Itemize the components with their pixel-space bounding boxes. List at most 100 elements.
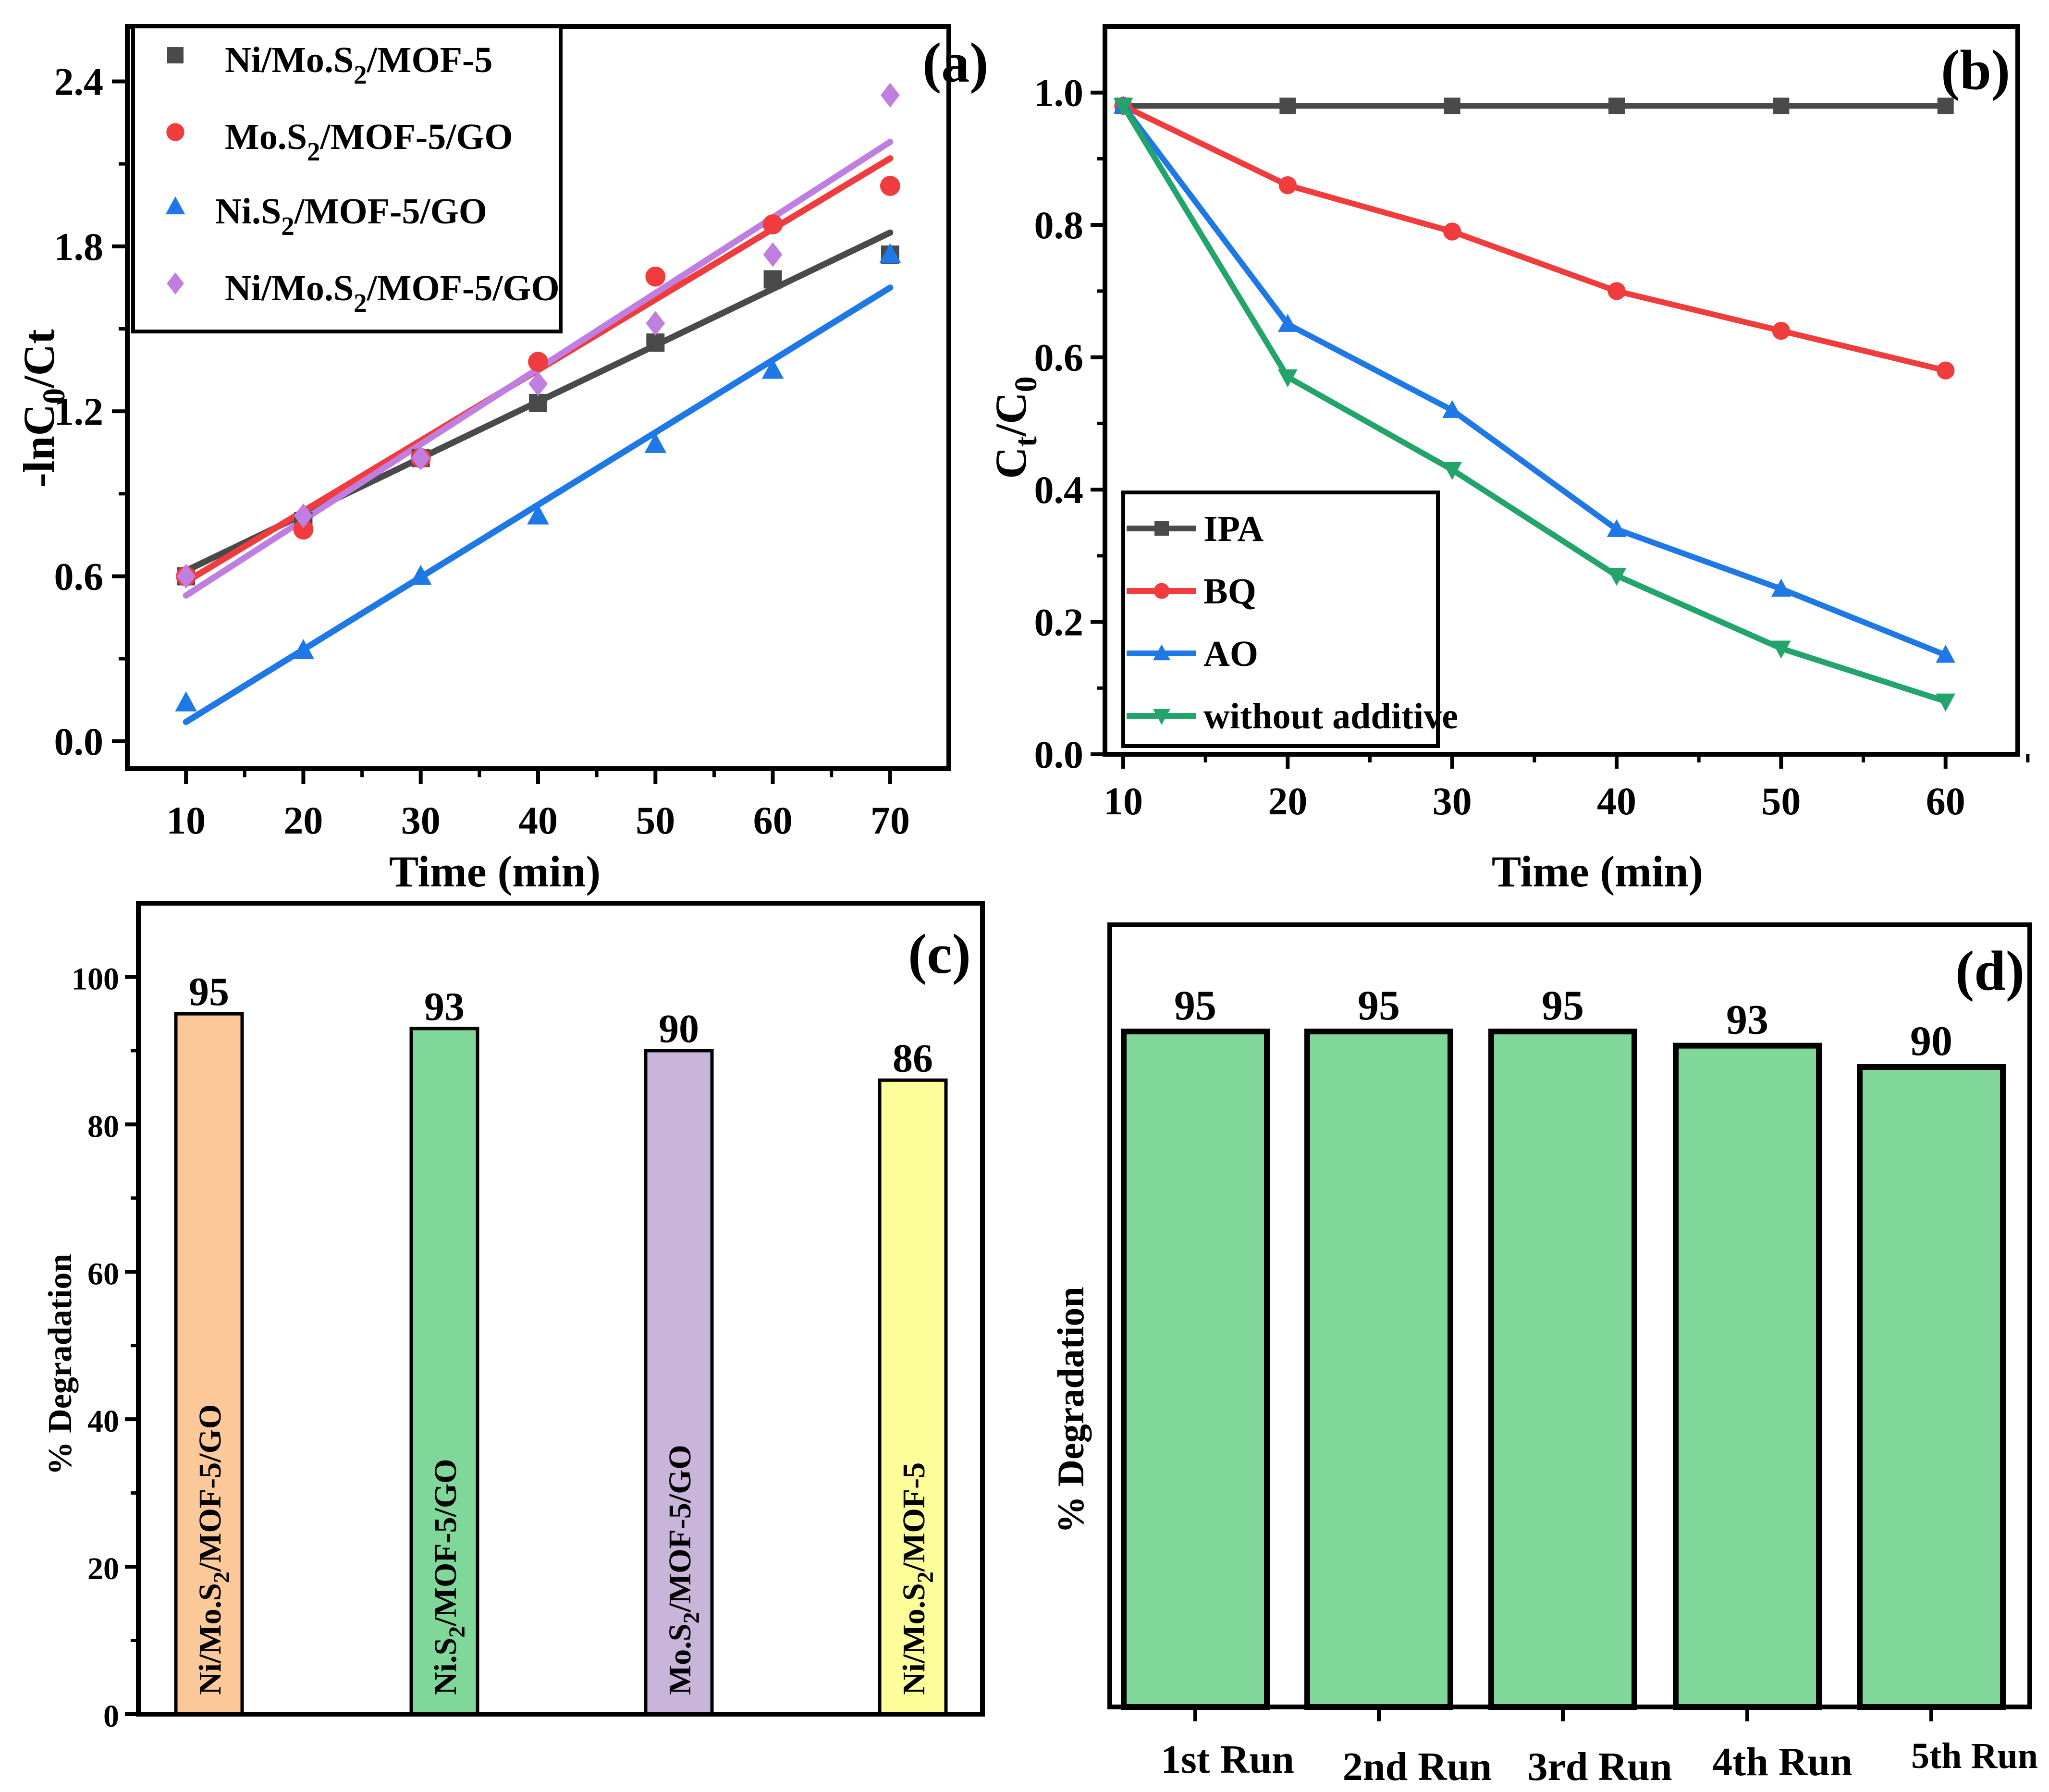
a-x-tick-label-5: 60	[753, 798, 793, 842]
d-plot-frame	[1107, 922, 2032, 1709]
d-bar-2	[1488, 1029, 1637, 1710]
c-bar-2	[644, 1049, 714, 1716]
d-x-tick-label-2: 3rd Run	[1527, 1744, 1672, 1789]
d-x-tick-label-4: 5th Run	[1911, 1736, 2038, 1776]
a-x-tick-label-3: 40	[518, 798, 558, 842]
a-y-tick-label-3: 1.8	[54, 225, 104, 269]
a-data-points	[175, 83, 901, 712]
a-legend-box	[131, 25, 563, 333]
d-x-tick-label-3: 4th Run	[1712, 1740, 1853, 1784]
b-legend-box	[1121, 491, 1440, 748]
b-point-1-4	[1772, 321, 1791, 340]
a-x-tick-label-0: 10	[166, 798, 206, 842]
b-point-3-5	[1936, 693, 1956, 712]
b-x-axis-title: Time (min)	[1492, 847, 1703, 896]
b-point-0-5	[1937, 98, 1954, 114]
b-point-3-2	[1442, 462, 1462, 480]
b-legend-label-2: AO	[1203, 634, 1258, 674]
panel-d-recycle-bar-chart: 95 95 95 93 90 1st Run 2nd Run 3rd Run 4th Run 5…	[1050, 922, 2038, 1789]
panel-c-bar-chart: 95 Ni/Mo.S2/MOF-5/GO 93 Ni.S2/MOF-5/GO 90 Mo.…	[42, 901, 985, 1734]
b-y-ticks: 0.0 0.2 0.4 0.6 0.8 1.0	[1034, 71, 1105, 776]
d-panel-label: (d)	[1955, 939, 2024, 1002]
d-bar-value-1: 95	[1358, 982, 1400, 1029]
c-y-axis-title: % Degradation	[42, 1254, 79, 1475]
b-y-tick-label-2: 0.4	[1034, 468, 1084, 512]
d-bar-value-4: 90	[1910, 1018, 1952, 1065]
b-legend-label-0: IPA	[1203, 509, 1264, 549]
svg-text:Ct/C0: Ct/C0	[986, 376, 1043, 479]
a-point-0-4	[646, 333, 665, 352]
b-point-2-3	[1607, 519, 1627, 537]
d-y-axis-title: % Degradation	[1050, 1287, 1092, 1533]
b-legend-label-1: BQ	[1203, 571, 1256, 612]
b-x-tick-label-0: 10	[1104, 779, 1143, 823]
a-point-1-4	[645, 266, 666, 287]
a-point-3-5	[763, 242, 783, 267]
b-x-tick-label-4: 50	[1761, 779, 1801, 823]
c-panel-label: (c)	[908, 922, 971, 985]
a-point-2-6	[879, 243, 901, 263]
b-point-3-1	[1277, 369, 1298, 388]
a-x-tick-label-1: 20	[283, 798, 323, 842]
c-bar-3	[878, 1078, 948, 1716]
c-bar-category-3: Ni/Mo.S2/MOF-5	[896, 1462, 938, 1695]
a-point-1-5	[762, 214, 783, 234]
c-y-tick-label-3: 60	[87, 1256, 119, 1291]
b-series-line-1	[1122, 103, 1947, 374]
d-bar-value-0: 95	[1174, 982, 1216, 1029]
a-legend-marker-0	[167, 47, 184, 63]
c-y-ticks: 0 20 40 60 80 100	[72, 961, 138, 1734]
b-series-lines	[1113, 96, 1956, 712]
b-x-ticks: 10 20 30 40 50 60	[1104, 754, 2030, 823]
a-point-2-0	[175, 691, 197, 712]
c-bar-value-1: 93	[424, 984, 465, 1029]
a-panel-label: (a)	[922, 31, 989, 94]
a-x-tick-label-2: 30	[401, 798, 441, 842]
b-panel-label: (b)	[1941, 38, 2010, 101]
b-x-tick-label-1: 20	[1268, 779, 1307, 823]
b-legend-marker-1	[1153, 583, 1170, 599]
b-legend-marker-2	[1153, 644, 1170, 661]
a-legend-label-2: Ni.S2/MOF-5/GO	[215, 191, 487, 241]
b-series-line-2	[1121, 104, 1947, 658]
a-point-3-6	[880, 83, 900, 108]
a-y-tick-label-1: 0.6	[54, 554, 104, 598]
c-bar-value-0: 95	[189, 970, 229, 1014]
a-legend-label-3: Ni/Mo.S2/MOF-5/GO	[225, 268, 560, 318]
a-point-3-2	[411, 445, 430, 471]
b-x-tick-label-2: 30	[1433, 779, 1472, 823]
b-point-2-5	[1936, 645, 1956, 663]
a-point-2-2	[409, 565, 432, 585]
a-point-0-3	[529, 393, 547, 412]
a-legend-marker-3	[167, 272, 184, 295]
c-bar-category-0: Ni/Mo.S2/MOF-5/GO	[193, 1404, 234, 1695]
c-bars: 95 Ni/Mo.S2/MOF-5/GO 93 Ni.S2/MOF-5/GO 90 Mo.…	[174, 970, 948, 1716]
d-bar-value-3: 93	[1726, 997, 1768, 1043]
b-point-1-5	[1937, 361, 1955, 380]
a-point-2-1	[292, 639, 315, 659]
b-point-3-3	[1607, 567, 1627, 586]
a-point-3-0	[176, 564, 196, 589]
c-y-tick-label-5: 100	[72, 961, 119, 996]
c-bar-category-1: Ni.S2/MOF-5/GO	[428, 1459, 470, 1695]
a-legend: Ni/Mo.S2/MOF-5 Mo.S2/MOF-5/GO Ni.S2/MOF-5/…	[165, 40, 560, 318]
d-bar-0	[1121, 1029, 1270, 1710]
a-point-2-5	[761, 358, 784, 379]
b-plot-frame	[1103, 24, 2020, 757]
a-point-1-3	[528, 352, 548, 372]
b-y-tick-label-3: 0.6	[1034, 336, 1084, 380]
d-x-tick-label-0: 1st Run	[1161, 1737, 1294, 1782]
a-point-0-5	[763, 270, 782, 289]
a-legend-marker-2	[165, 196, 185, 215]
d-bar-4	[1857, 1064, 2006, 1710]
c-y-tick-label-2: 40	[87, 1404, 119, 1439]
b-y-tick-label-5: 1.0	[1034, 71, 1084, 115]
c-bar-value-3: 86	[893, 1036, 933, 1080]
a-point-2-3	[527, 504, 549, 525]
c-bar-value-2: 90	[659, 1006, 699, 1051]
c-plot-frame	[136, 901, 985, 1717]
b-x-tick-label-3: 40	[1597, 779, 1636, 823]
a-legend-marker-1	[166, 123, 184, 141]
a-point-3-1	[294, 503, 313, 528]
